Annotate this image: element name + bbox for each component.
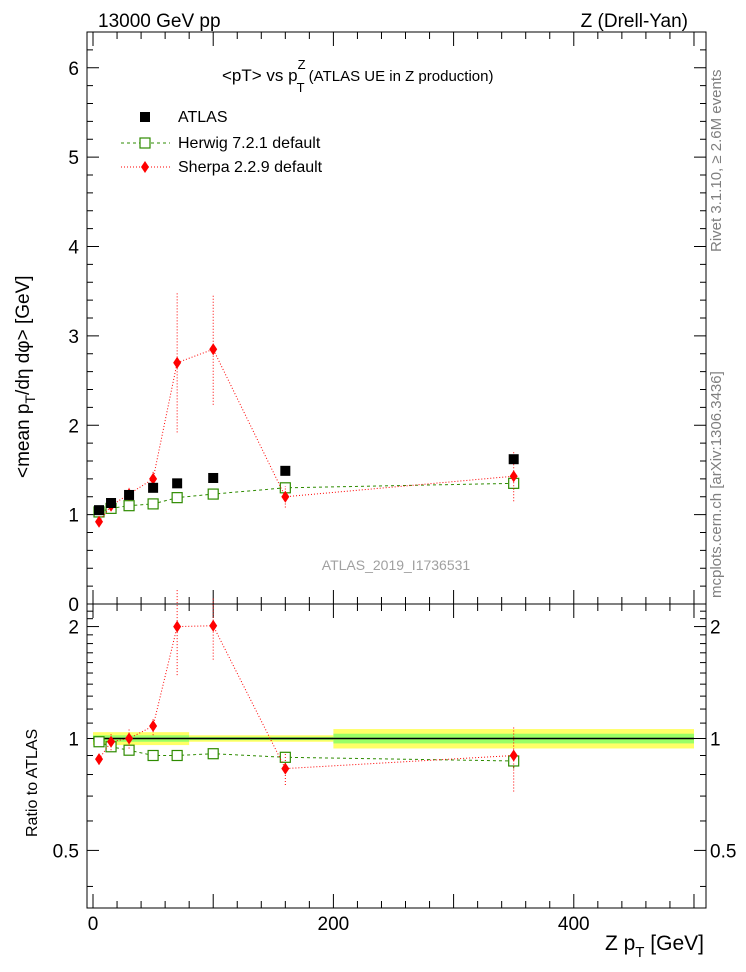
ratio-y-tick-label: 0.5: [53, 841, 79, 862]
y-tick-label: 6: [68, 59, 79, 80]
ratio-y-tick-label-right: 2: [710, 618, 721, 639]
atlas-point: [172, 478, 183, 489]
herwig-point: [147, 498, 159, 510]
herwig-point: [171, 492, 183, 504]
x-axis-label: Z pT [GeV]: [605, 932, 704, 961]
y-tick-label: 0: [68, 595, 79, 616]
ratio-y-tick-label-right: 0.5: [710, 841, 736, 862]
mcplots-label: mcplots.cern.ch [arXiv:1306.3436]: [708, 371, 725, 598]
legend: ATLAS Herwig 7.2.1 default Sherpa 2.2.9 …: [121, 109, 323, 176]
herwig-ratio-point: [171, 749, 183, 762]
atlas-point: [280, 465, 291, 476]
plot-title: <pT> vs pZ T (ATLAS UE in Z production): [222, 57, 493, 95]
ratio-y-tick-label: 2: [68, 618, 79, 639]
sherpa-ratio-point: [173, 620, 182, 633]
sherpa-point: [95, 515, 104, 528]
sherpa-ratio-point: [95, 753, 104, 766]
herwig-ratio-point: [93, 736, 105, 748]
herwig-point: [123, 500, 135, 512]
atlas-point: [208, 472, 219, 483]
sherpa-ratio-point: [107, 735, 116, 748]
legend-marker-herwig: [139, 137, 151, 149]
sherpa-ratio-point: [509, 749, 518, 762]
y-axis-label: <mean pT/dη dφ> [GeV]: [13, 275, 38, 478]
legend-label-sherpa: Sherpa 2.2.9 default: [178, 159, 323, 176]
x-tick-label: 0: [88, 914, 99, 935]
sherpa-ratio-point: [209, 619, 218, 632]
main-panel: 0 1 2 3 4 5 6: [68, 31, 707, 616]
sherpa-point: [209, 343, 218, 356]
ratio-panel: 0.5 0.51 12 20 200 400: [53, 589, 736, 935]
herwig-ratio-point: [147, 749, 159, 762]
y-tick-label: 4: [68, 238, 79, 259]
ratio-y-tick-label-right: 1: [710, 729, 721, 750]
analysis-watermark: ATLAS_2019_I1736531: [322, 557, 471, 573]
herwig-line: [98, 482, 514, 513]
atlas-point: [508, 454, 519, 465]
sherpa-point: [173, 356, 182, 369]
ratio-y-tick-label: 1: [68, 729, 79, 750]
y-tick-label: 1: [68, 506, 79, 527]
ratio-y-axis-label: Ratio to ATLAS: [24, 729, 41, 837]
herwig-point: [207, 488, 219, 500]
sherpa-ratio-point: [125, 732, 134, 745]
legend-label-atlas: ATLAS: [178, 109, 228, 126]
x-tick-label: 400: [558, 914, 590, 935]
sherpa-point: [281, 490, 290, 503]
y-tick-label: 2: [68, 416, 79, 437]
y-tick-label: 5: [68, 148, 79, 169]
legend-marker-atlas: [140, 112, 150, 122]
header-right: Z (Drell-Yan): [581, 11, 688, 32]
herwig-ratio-point: [123, 744, 135, 756]
x-tick-label: 200: [318, 914, 350, 935]
legend-marker-sherpa: [141, 161, 149, 173]
sherpa-ratio-point: [149, 720, 158, 733]
sherpa-ratio-point: [281, 762, 290, 775]
atlas-point: [124, 489, 135, 500]
sherpa-line: [98, 348, 514, 523]
y-tick-label: 3: [68, 327, 79, 348]
atlas-point: [94, 505, 105, 516]
atlas-point: [148, 482, 159, 493]
herwig-ratio-point: [207, 748, 219, 760]
legend-label-herwig: Herwig 7.2.1 default: [178, 135, 321, 152]
atlas-point: [106, 498, 117, 509]
rivet-label: Rivet 3.1.10, ≥ 2.6M events: [708, 70, 725, 253]
header-left: 13000 GeV pp: [98, 11, 221, 32]
herwig-ratio-line: [98, 741, 514, 762]
sherpa-point: [509, 470, 518, 483]
sherpa-point: [149, 472, 158, 485]
